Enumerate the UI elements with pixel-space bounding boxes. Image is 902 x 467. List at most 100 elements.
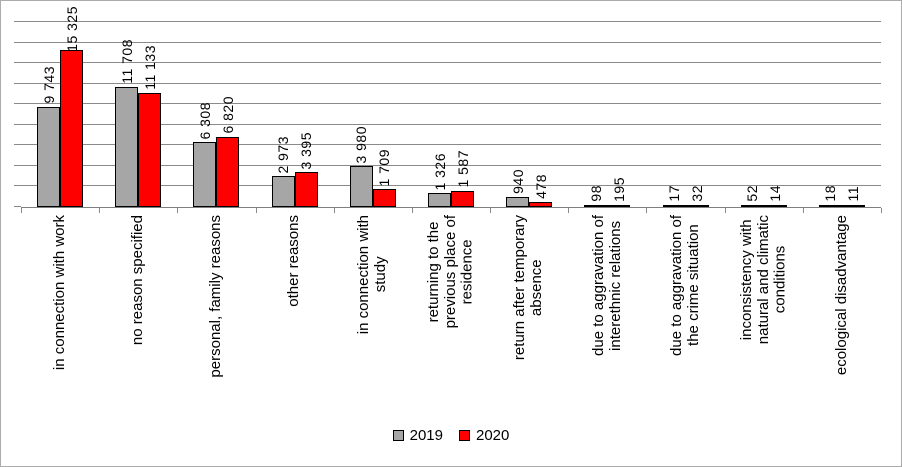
bar-2019: 3 980 [349,22,373,207]
bar-2019: 11 708 [115,22,139,207]
bar [372,189,396,207]
bar [584,205,608,207]
x-tick [99,208,101,213]
category-label: inconsistency with natural and climatic … [737,215,789,345]
bar-value-label: 478 [532,174,549,200]
category-cell: inconsistency with natural and climatic … [725,215,803,417]
bar-group: 98 195 [568,22,646,207]
y-tick [14,123,21,125]
bar-2019: 9 743 [37,22,61,207]
bar-2020: 15 325 [60,6,84,207]
y-tick [14,82,21,84]
category-cell: due to aggravation of the crime situatio… [647,215,725,417]
legend-item-2019: 2019 [392,427,443,444]
bar-value-label: 3 980 [353,125,370,164]
category-cell: no reason specified [99,215,177,417]
bar-group: 3 980 1 709 [334,22,412,207]
bar [349,166,373,207]
x-tick [490,208,492,213]
bar-group: 6 308 6 820 [177,22,255,207]
legend: 2019 2020 [1,427,901,444]
legend-label-2020: 2020 [476,427,510,444]
bar-2020: 3 395 [294,22,318,207]
gridline [21,123,881,125]
gridline [21,103,881,105]
gridline [21,82,881,84]
bar [294,172,318,207]
bar-value-label: 17 [666,185,683,202]
x-tick [724,208,726,213]
gridline [21,164,881,166]
bar [818,205,842,207]
bar [763,205,787,207]
bar-value-label: 6 308 [196,101,213,140]
bar-2019: 98 [584,22,608,207]
bar [60,49,84,207]
bar-2019: 940 [506,22,530,207]
category-label: ecological disadvantage [832,215,850,376]
category-label: in connection with study [355,215,389,335]
bar [216,136,240,207]
legend-swatch-2019 [392,430,404,441]
x-axis [21,207,881,208]
category-label: personal, family reasons [207,215,225,378]
bar-group: 2 973 3 395 [256,22,334,207]
bar [271,176,295,207]
bar-group: 52 14 [725,22,803,207]
category-cell: in connection with work [21,215,99,417]
category-label: returning to the previous place of resid… [424,215,476,329]
bar-2020: 6 820 [216,22,240,207]
x-tick [333,208,335,213]
bar-value-label: 3 395 [298,131,315,170]
category-cell: in connection with study [334,215,412,417]
category-cell: personal, family reasons [177,215,255,417]
bar-group: 17 32 [647,22,725,207]
legend-label-2019: 2019 [409,427,443,444]
bar-value-label: 11 708 [118,38,135,84]
bar-2019: 17 [662,22,686,207]
bar-2019: 2 973 [271,22,295,207]
x-axis-ticks [21,208,882,214]
bar [662,205,686,207]
bar-2020: 11 133 [138,22,162,207]
bar-value-label: 9 743 [40,66,57,104]
bar [685,205,709,207]
bar-2020: 478 [529,22,553,207]
bar [529,202,553,207]
bar-2020: 195 [607,22,631,207]
bar [451,190,475,207]
category-label: no reason specified [128,215,146,346]
y-tick [14,21,21,22]
bar [37,106,61,207]
category-label: return after temporary absence [511,215,546,361]
bar [115,86,139,207]
bar-value-label: 11 [845,186,862,202]
bar [841,205,865,207]
plot-area: 9 743 15 325 11 708 11 133 6 308 6 820 2 973 3 … [21,1,881,208]
bar [506,197,530,207]
y-tick [14,41,21,43]
bar-value-label: 1 709 [376,148,393,187]
x-tick [411,208,413,213]
bar-2020: 11 [841,22,865,207]
bar-2020: 14 [763,22,787,207]
bar-value-label: 52 [744,185,761,202]
y-tick [14,164,21,166]
gridline [21,185,881,187]
bar-value-label: 1 587 [454,150,471,188]
category-label: in connection with work [50,215,68,371]
x-tick [255,208,257,213]
x-tick [646,208,648,213]
gridline [21,21,881,22]
y-tick [14,206,21,207]
category-cell: returning to the previous place of resid… [412,215,490,417]
bar-value-label: 14 [767,185,784,202]
x-tick [802,208,804,213]
category-label: due to aggravation of the crime situatio… [667,215,702,356]
bar-value-label: 940 [509,169,526,195]
category-cell: ecological disadvantage [803,215,881,417]
bar-value-label: 6 820 [219,96,236,134]
bar-group: 11 708 11 133 [99,22,177,207]
bar-group: 940 478 [490,22,568,207]
